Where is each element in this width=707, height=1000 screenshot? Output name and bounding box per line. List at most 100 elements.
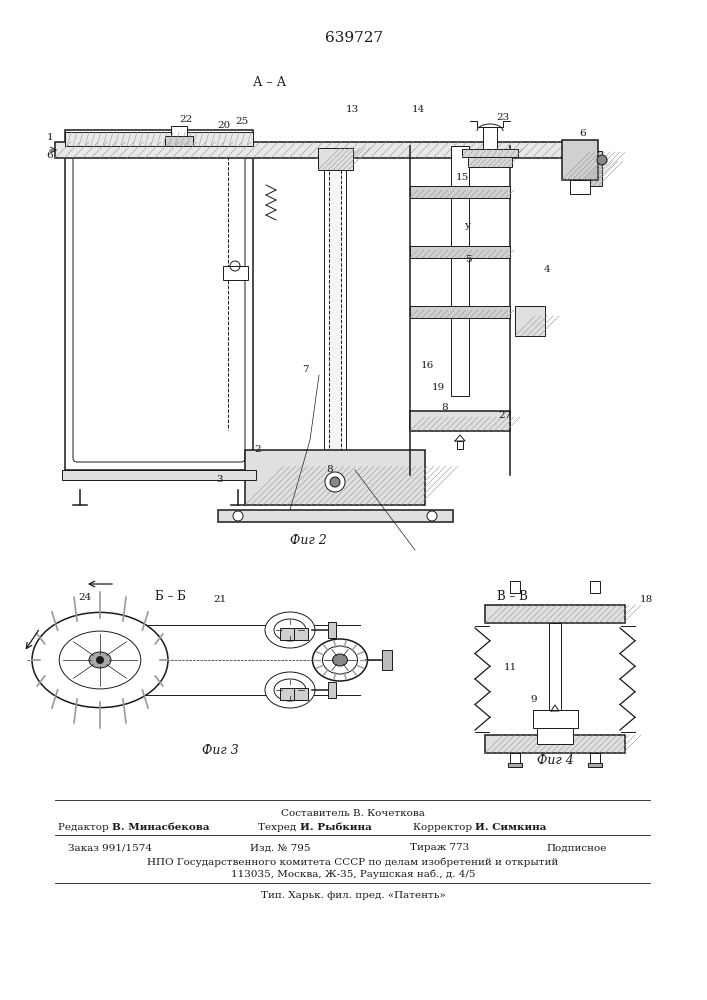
Ellipse shape [32,612,168,708]
Text: 639727: 639727 [325,31,383,45]
Text: 8: 8 [442,403,448,412]
Bar [410,186,510,198]
Text: Тираж 773: Тираж 773 [410,844,469,852]
Bar [171,126,187,136]
Bar [280,628,294,640]
Text: 22: 22 [180,115,192,124]
Bar [462,149,518,157]
Ellipse shape [265,612,315,648]
Bar [294,688,308,700]
Text: 15: 15 [455,172,469,182]
Bar [515,306,545,336]
Text: 2: 2 [255,446,262,454]
Bar [485,605,625,623]
Bar [245,450,425,505]
Bar [223,266,248,280]
Bar [65,132,253,146]
Bar [318,148,353,170]
Text: 5: 5 [464,255,472,264]
Bar [549,623,561,735]
Text: 14: 14 [411,105,425,114]
Text: Фиг 3: Фиг 3 [201,744,238,756]
Circle shape [325,472,345,492]
Bar [328,622,336,638]
Bar [483,127,497,151]
Bar [590,581,600,593]
Text: И. Рыбкина: И. Рыбкина [300,822,372,832]
Text: у: у [465,221,471,230]
Text: 27: 27 [498,410,512,420]
Bar [294,628,308,640]
Text: 24: 24 [78,592,92,601]
Bar [533,710,578,728]
Bar [329,150,341,450]
Text: 6: 6 [47,150,53,159]
Text: А – А: А – А [253,76,286,89]
Circle shape [427,511,437,521]
Circle shape [597,155,607,165]
Ellipse shape [274,619,306,641]
Ellipse shape [332,654,348,666]
Bar [570,180,590,194]
Text: Заказ 991/1574: Заказ 991/1574 [68,844,152,852]
Text: В. Минасбекова: В. Минасбекова [112,822,209,832]
Text: 113035, Москва, Ж-35, Раушская наб., д. 4/5: 113035, Москва, Ж-35, Раушская наб., д. … [230,869,475,879]
Bar [510,581,520,593]
Text: 6: 6 [580,128,586,137]
Bar [324,150,346,450]
Bar [218,510,453,522]
Text: 4: 4 [544,265,550,274]
Ellipse shape [274,679,306,701]
Text: 18: 18 [639,595,653,604]
Bar [165,136,193,146]
Text: Составитель В. Кочеткова: Составитель В. Кочеткова [281,808,425,818]
Bar [55,142,570,158]
Text: Б – Б: Б – Б [155,590,185,603]
Bar [410,411,510,431]
Bar [588,763,602,767]
Bar [510,753,520,765]
Text: 20: 20 [217,121,230,130]
Bar [280,688,294,700]
Bar [537,728,573,744]
Text: 19: 19 [431,383,445,392]
Bar [590,753,600,765]
Text: И. Симкина: И. Симкина [475,822,547,832]
Text: Фиг 2: Фиг 2 [290,534,327,546]
Text: 9: 9 [531,696,537,704]
Ellipse shape [322,646,358,674]
Text: 1: 1 [47,133,53,142]
Text: Изд. № 795: Изд. № 795 [250,844,310,852]
Bar [451,146,469,396]
Ellipse shape [89,652,111,668]
Bar [65,130,253,470]
Bar [578,151,602,186]
Bar [328,682,336,698]
Text: 16: 16 [421,360,433,369]
Text: 8: 8 [327,466,333,475]
FancyBboxPatch shape [73,138,245,462]
Ellipse shape [59,631,141,689]
Text: Корректор: Корректор [413,822,475,832]
Text: 23: 23 [496,113,510,122]
Text: Техред: Техред [259,822,300,832]
Circle shape [233,511,243,521]
Ellipse shape [312,639,368,681]
Text: 21: 21 [214,595,227,604]
Bar [457,441,463,449]
Text: НПО Государственного комитета СССР по делам изобретений и открытий: НПО Государственного комитета СССР по де… [147,857,559,867]
Bar [410,306,510,318]
Text: Тип. Харьк. фил. пред. «Патенть»: Тип. Харьк. фил. пред. «Патенть» [261,892,445,900]
Bar [410,246,510,258]
Text: В – В: В – В [496,590,527,603]
Circle shape [96,656,104,664]
Text: Редактор: Редактор [58,822,112,832]
Bar [508,763,522,767]
Bar [62,470,256,480]
Ellipse shape [265,672,315,708]
Text: 11: 11 [503,664,517,672]
Text: 13: 13 [346,105,358,114]
Text: 7: 7 [302,365,308,374]
Text: Подписное: Подписное [547,844,607,852]
Bar [382,650,392,670]
